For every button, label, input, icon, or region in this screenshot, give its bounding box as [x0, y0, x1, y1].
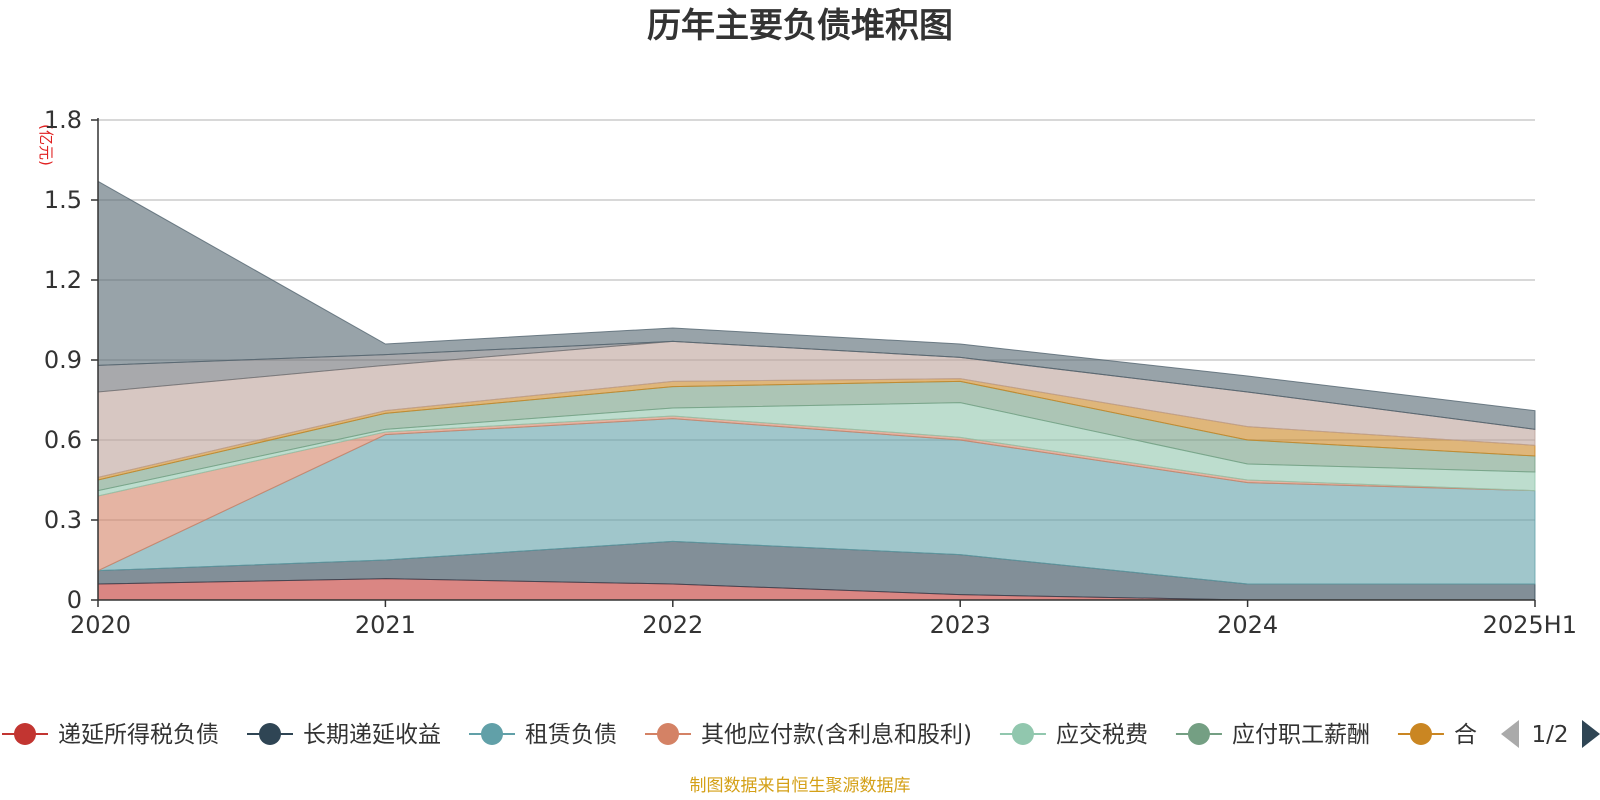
legend-item[interactable]: 长期递延收益: [247, 722, 441, 748]
y-tick-label: 0.9: [44, 346, 82, 374]
legend-label: 应交税费: [1056, 722, 1148, 748]
y-tick-label: 0: [67, 586, 82, 614]
legend-item[interactable]: 合: [1397, 722, 1477, 748]
legend-label: 递延所得税负债: [58, 722, 219, 748]
legend-dot-icon: [259, 723, 281, 745]
legend-dot-icon: [481, 723, 503, 745]
legend-dot-icon: [657, 723, 679, 745]
axes: 0 0.3 0.6 0.9 1.2 1.5 1.8 2020 2021 2022 2023 2024 2…: [44, 106, 1577, 639]
x-tick-label: 2022: [642, 611, 703, 639]
x-tick-label: 2020: [70, 611, 131, 639]
legend-item[interactable]: 递延所得税负债: [2, 722, 219, 748]
legend-label: 租赁负债: [525, 722, 617, 748]
legend-item[interactable]: 应交税费: [999, 722, 1148, 748]
y-tick-label: 1.5: [44, 186, 82, 214]
data-source-note: 制图数据来自恒生聚源数据库: [690, 776, 911, 796]
legend-pager: 1/2: [1501, 720, 1600, 748]
legend: 递延所得税负债 长期递延收益 租赁负债 其他应付款(含利息和股利) 应交税费 应付职工薪酬…: [2, 722, 1477, 748]
legend-label: 长期递延收益: [303, 722, 441, 748]
legend-item[interactable]: 其他应付款(含利息和股利): [645, 722, 972, 748]
y-tick-label: 1.8: [44, 106, 82, 134]
y-tick-label: 1.2: [44, 266, 82, 294]
next-page-arrow-icon[interactable]: [1582, 720, 1600, 748]
legend-dot-icon: [1409, 723, 1432, 745]
chart-title: 历年主要负债堆积图: [647, 6, 953, 46]
legend-label: 应付职工薪酬: [1232, 722, 1370, 748]
legend-item[interactable]: 应付职工薪酬: [1175, 722, 1370, 748]
y-tick-label: 0.3: [44, 506, 82, 534]
legend-dot-icon: [1187, 723, 1210, 745]
prev-page-arrow-icon[interactable]: [1501, 720, 1519, 748]
legend-item[interactable]: 租赁负债: [469, 722, 617, 748]
legend-label: 合: [1454, 722, 1477, 748]
legend-dot-icon: [1011, 723, 1034, 745]
legend-page-indicator: 1/2: [1531, 722, 1568, 748]
area-series-9: [97, 180, 1536, 430]
x-tick-label: 2024: [1217, 611, 1278, 639]
legend-dot-icon: [14, 723, 36, 745]
y-axis-unit: (亿元): [37, 124, 55, 166]
x-tick-label: 2025H1: [1483, 611, 1577, 639]
legend-label: 其他应付款(含利息和股利): [701, 722, 972, 748]
y-tick-label: 0.6: [44, 426, 82, 454]
x-tick-label: 2021: [355, 611, 416, 639]
x-tick-label: 2023: [930, 611, 991, 639]
stacked-areas: [97, 180, 1536, 601]
